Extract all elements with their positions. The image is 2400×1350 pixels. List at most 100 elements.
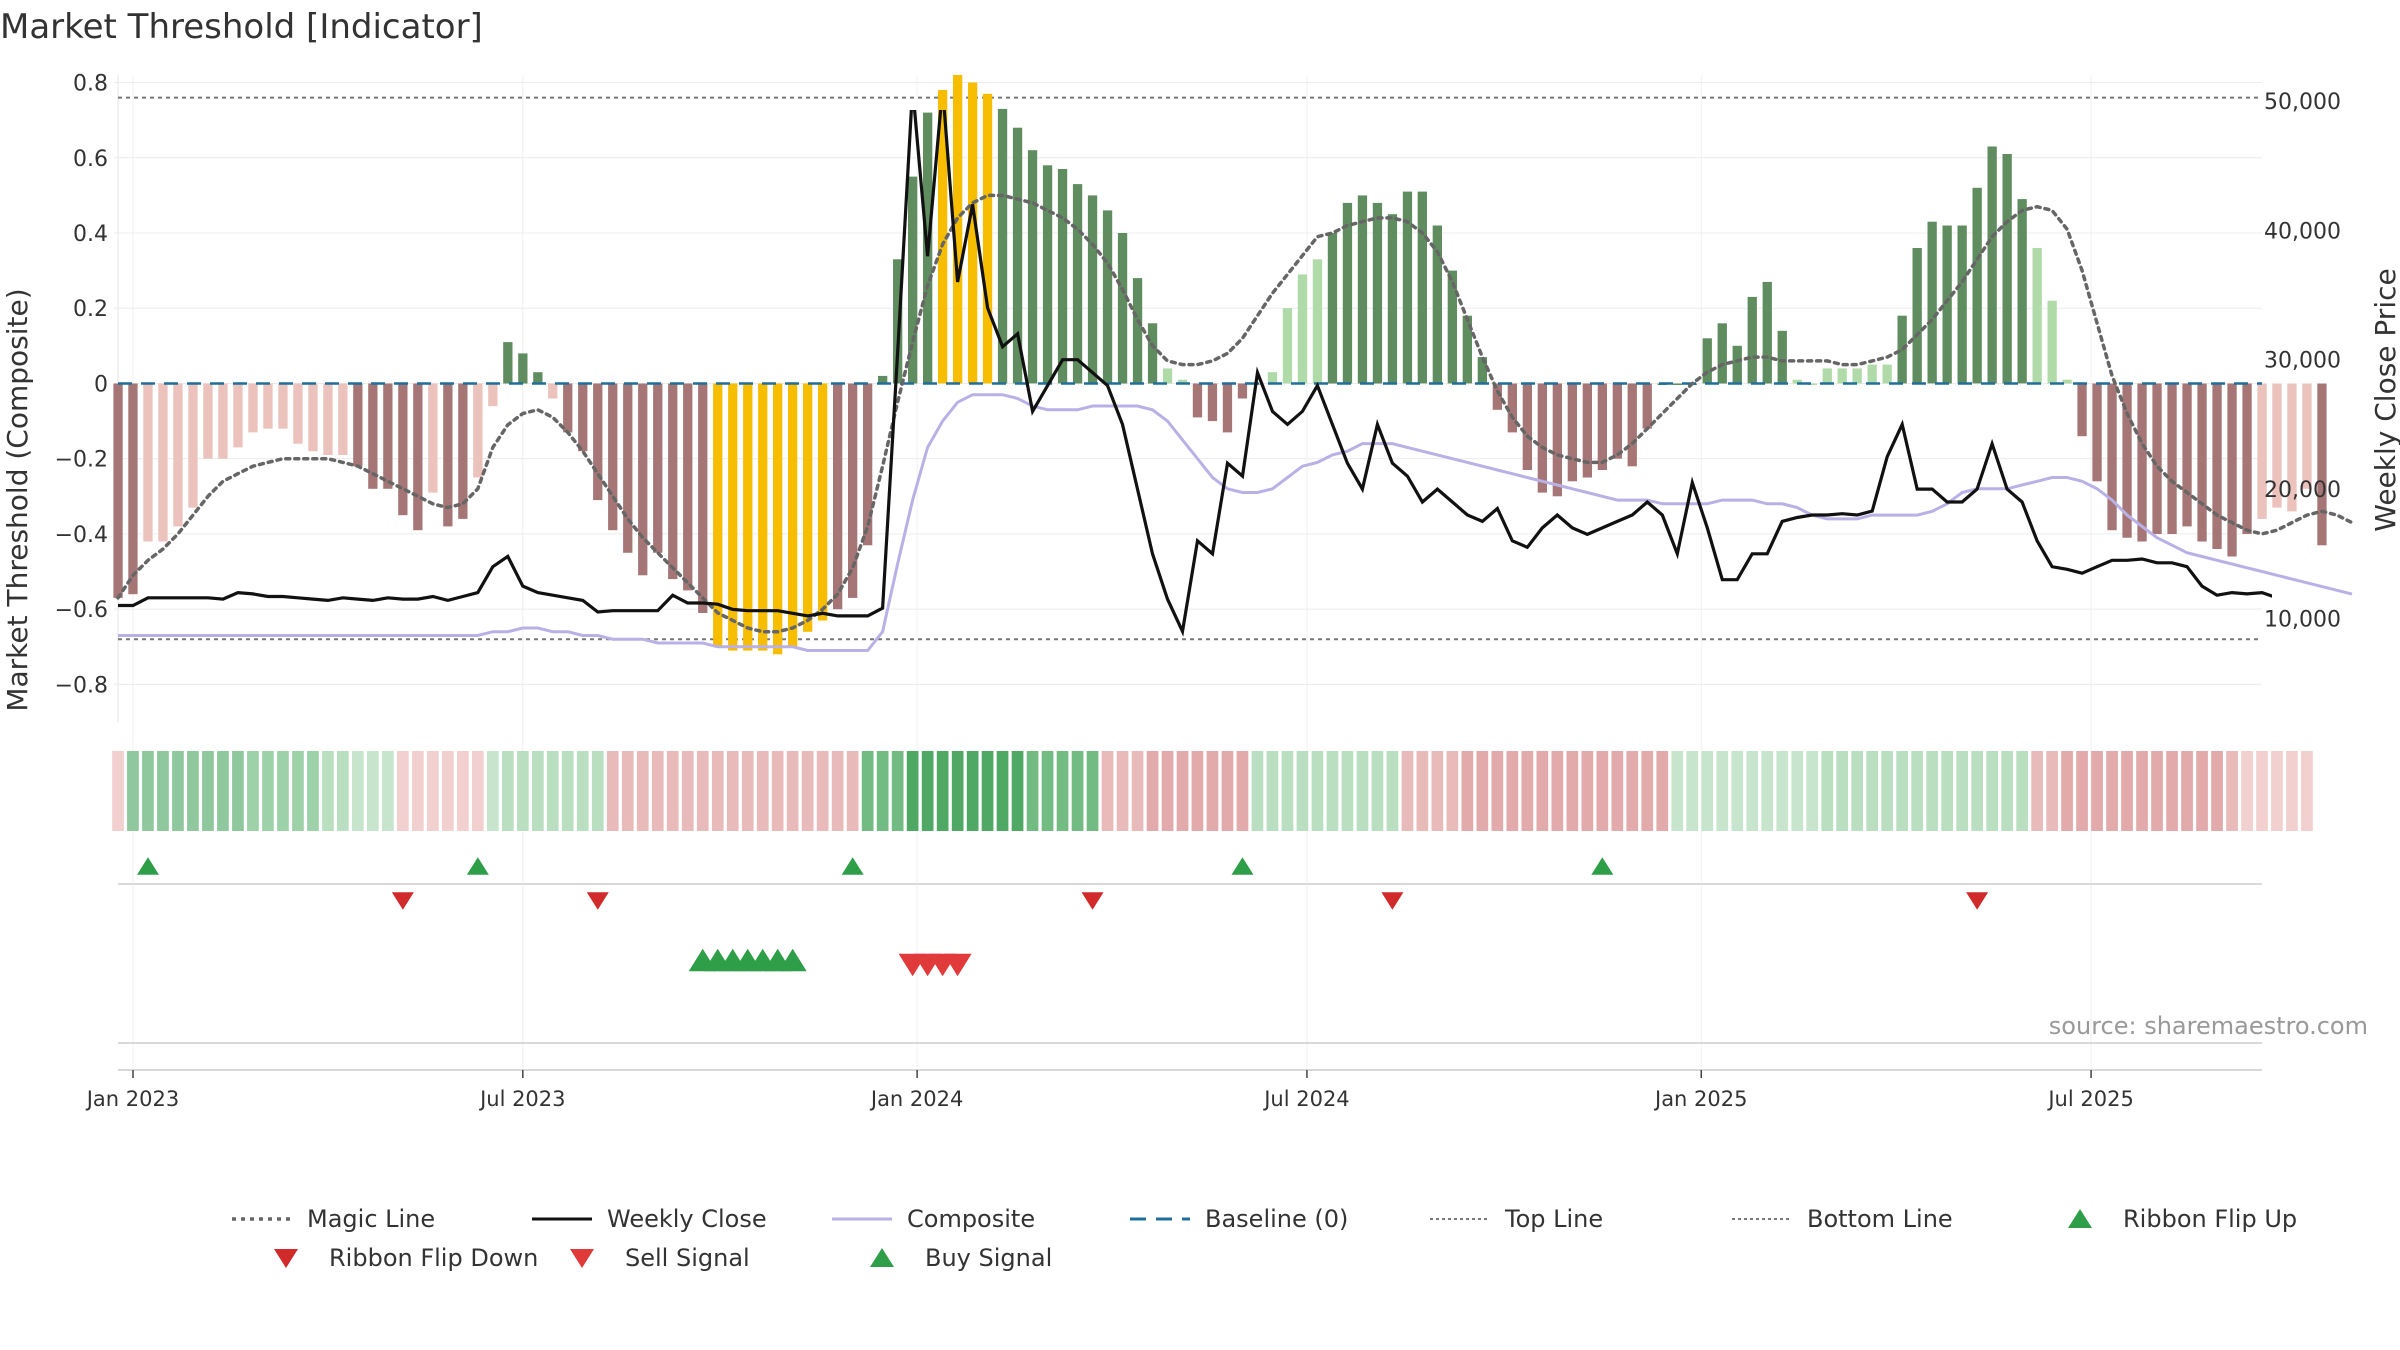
composite-bar	[1912, 248, 1922, 384]
composite-bar	[653, 383, 663, 553]
legend-label: Top Line	[1504, 1205, 1603, 1233]
ribbon-cell	[1626, 751, 1639, 831]
ribbon-cell	[1641, 751, 1654, 831]
ribbon-cell	[1146, 751, 1159, 831]
ribbon-cell	[1191, 751, 1204, 831]
composite-bar	[488, 383, 498, 407]
ribbon-cell	[202, 751, 214, 831]
composite-bar	[1567, 383, 1577, 482]
ribbon-cell	[2196, 751, 2208, 831]
composite-bar	[2152, 383, 2162, 534]
ribbon-cell	[127, 751, 139, 831]
ribbon-cell	[891, 751, 904, 831]
ribbon-cell	[561, 751, 574, 831]
ribbon-cell	[2226, 751, 2238, 831]
legend-label: Ribbon Flip Down	[329, 1244, 538, 1272]
legend-marker-icon	[870, 1248, 894, 1267]
composite-bar	[443, 383, 453, 527]
ribbon-cell	[1761, 751, 1774, 831]
ribbon-cell	[2211, 751, 2223, 831]
ribbon-cell	[651, 751, 664, 831]
ribbon-cell	[936, 751, 949, 831]
composite-bar	[1882, 364, 1892, 384]
composite-bar	[728, 383, 738, 651]
composite-bar	[353, 383, 363, 467]
composite-bar	[2227, 383, 2237, 557]
ribbon-cell	[517, 751, 529, 831]
ribbon-cell	[621, 751, 634, 831]
ribbon-cell	[876, 751, 889, 831]
composite-bar	[1417, 191, 1427, 384]
composite-bar	[1192, 383, 1203, 418]
ribbon-cell	[1251, 751, 1264, 831]
composite-bar	[1147, 323, 1158, 384]
ribbon-cell	[412, 751, 424, 831]
ribbon-cell	[1086, 751, 1099, 831]
composite-bar	[2197, 383, 2207, 542]
composite-bar	[638, 383, 648, 576]
ribbon-cell	[142, 751, 154, 831]
weekly-close-line	[118, 110, 2272, 637]
composite-bar	[2047, 300, 2057, 384]
ribbon-cell	[636, 751, 649, 831]
composite-bar	[1717, 323, 1727, 384]
ribbon-cell	[1821, 751, 1834, 831]
composite-bar	[1747, 296, 1757, 384]
ribbon-flip-down-marker	[1966, 892, 1989, 910]
ribbon-cell	[2256, 751, 2268, 831]
y2-tick-label: 30,000	[2264, 349, 2341, 374]
ribbon-cell	[1731, 751, 1744, 831]
composite-bar	[563, 383, 573, 433]
composite-bar	[1117, 233, 1128, 384]
ribbon-cell	[771, 751, 784, 831]
ribbon-cell	[1266, 751, 1279, 831]
ribbon-cell	[576, 751, 589, 831]
ribbon-cell	[546, 751, 559, 831]
y-tick-label: 0.6	[73, 147, 108, 172]
composite-bar	[1177, 379, 1188, 384]
ribbon-cell	[2061, 751, 2073, 831]
composite-bar	[1207, 383, 1218, 422]
ribbon-cell	[487, 751, 499, 831]
ribbon-cell	[1911, 751, 1923, 831]
ribbon-cell	[457, 751, 469, 831]
ribbon-cell	[1581, 751, 1594, 831]
ribbon-flip-up-marker	[136, 857, 159, 875]
ribbon-cell	[1476, 751, 1489, 831]
composite-bar	[2137, 383, 2147, 542]
ribbon-cell	[1701, 751, 1714, 831]
composite-bar	[233, 383, 243, 448]
y-axis-label: Market Threshold (Composite)	[1, 288, 34, 711]
composite-bar	[128, 383, 138, 595]
composite-bar	[518, 353, 528, 384]
ribbon-cell	[1356, 751, 1369, 831]
composite-bar	[2242, 383, 2252, 534]
composite-bar	[1102, 210, 1113, 384]
composite-bar	[1507, 383, 1517, 433]
composite-bar	[863, 383, 873, 546]
composite-bar	[2167, 383, 2177, 534]
buy-signal-marker	[778, 948, 807, 972]
ribbon-cell	[172, 751, 184, 831]
composite-bar	[1522, 383, 1532, 470]
composite-bar	[1732, 345, 1742, 384]
ribbon-cell	[217, 751, 229, 831]
composite-bar	[1987, 146, 1997, 384]
y-tick-label: −0.8	[55, 673, 108, 698]
composite-bar	[1462, 315, 1472, 384]
composite-bar	[1972, 187, 1982, 384]
ribbon-cell	[1176, 751, 1189, 831]
composite-bar	[173, 383, 183, 527]
ribbon-cell	[2106, 751, 2118, 831]
composite-bar	[2032, 248, 2042, 384]
composite-bar	[668, 383, 678, 580]
ribbon-cell	[921, 751, 934, 831]
x-tick-label: Jul 2023	[478, 1087, 565, 1111]
composite-bar	[743, 383, 753, 651]
composite-bar	[413, 383, 423, 531]
ribbon-cell	[846, 751, 859, 831]
y2-axis-label: Weekly Close Price	[2369, 268, 2400, 531]
composite-bar	[398, 383, 408, 516]
ribbon-cell	[1656, 751, 1669, 831]
ribbon-cell	[966, 751, 979, 831]
